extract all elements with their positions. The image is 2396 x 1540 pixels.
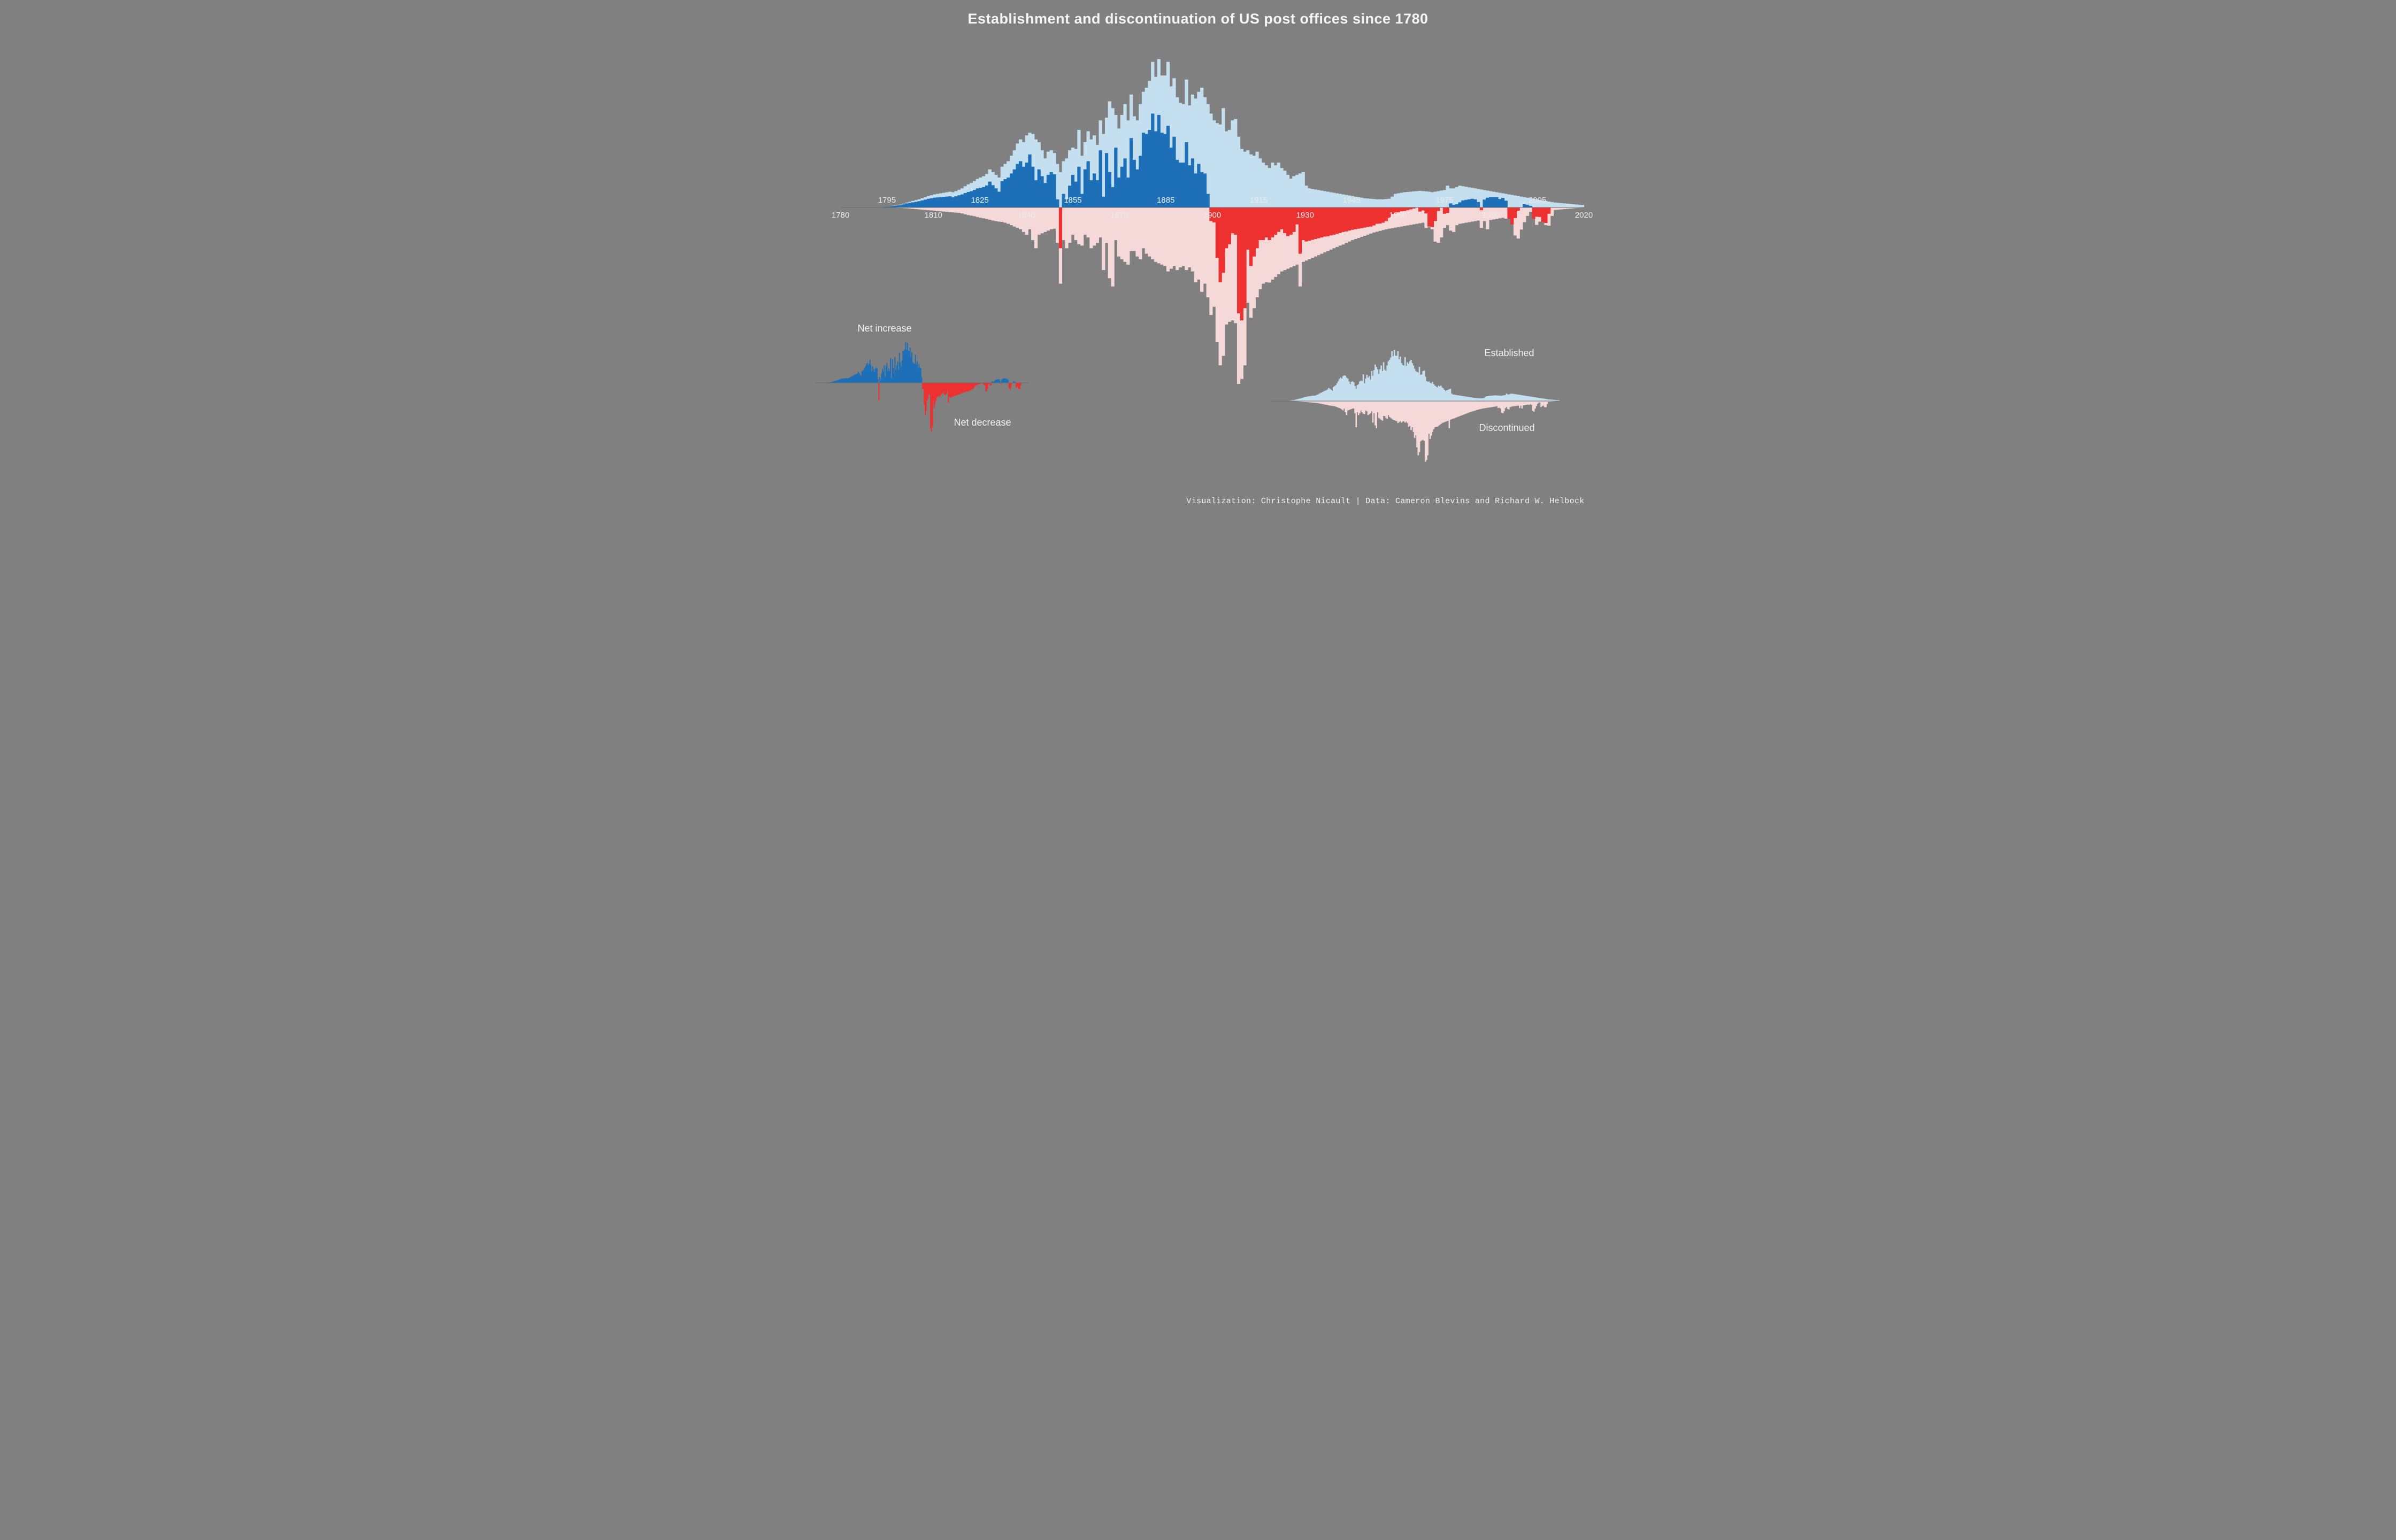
- legend-net-chart: Net increase Net decrease: [815, 324, 1029, 468]
- xtick-label: 2020: [1575, 211, 1593, 220]
- xtick-label: 1945: [1342, 196, 1360, 205]
- xtick-label: 1795: [878, 196, 896, 205]
- legend-estdisc-chart: Established Discontinued: [1271, 332, 1560, 471]
- chart-title: Establishment and discontinuation of US …: [799, 11, 1598, 27]
- legend-discontinued-label: Discontinued: [1479, 422, 1535, 434]
- xtick-label: 1990: [1482, 211, 1500, 220]
- credit-line: Visualization: Christophe Nicault | Data…: [1186, 497, 1584, 506]
- page: Establishment and discontinuation of US …: [799, 0, 1598, 513]
- xtick-label: 1960: [1389, 211, 1407, 220]
- legend-net-decrease-label: Net decrease: [954, 417, 1011, 428]
- xtick-label: 1780: [832, 211, 849, 220]
- legend-net-svg: [815, 324, 1029, 468]
- xtick-label: 1975: [1435, 196, 1453, 205]
- legend-estdisc-svg: [1271, 332, 1560, 471]
- xtick-label: 1855: [1064, 196, 1081, 205]
- xtick-label: 1825: [971, 196, 988, 205]
- xtick-label: 2005: [1529, 196, 1546, 205]
- xtick-label: 1810: [925, 211, 942, 220]
- xtick-label: 1915: [1250, 196, 1268, 205]
- xtick-label: 1930: [1296, 211, 1314, 220]
- xtick-label: 1885: [1157, 196, 1174, 205]
- xtick-label: 1870: [1110, 211, 1128, 220]
- xtick-label: 1840: [1017, 211, 1035, 220]
- xtick-label: 1900: [1203, 211, 1221, 220]
